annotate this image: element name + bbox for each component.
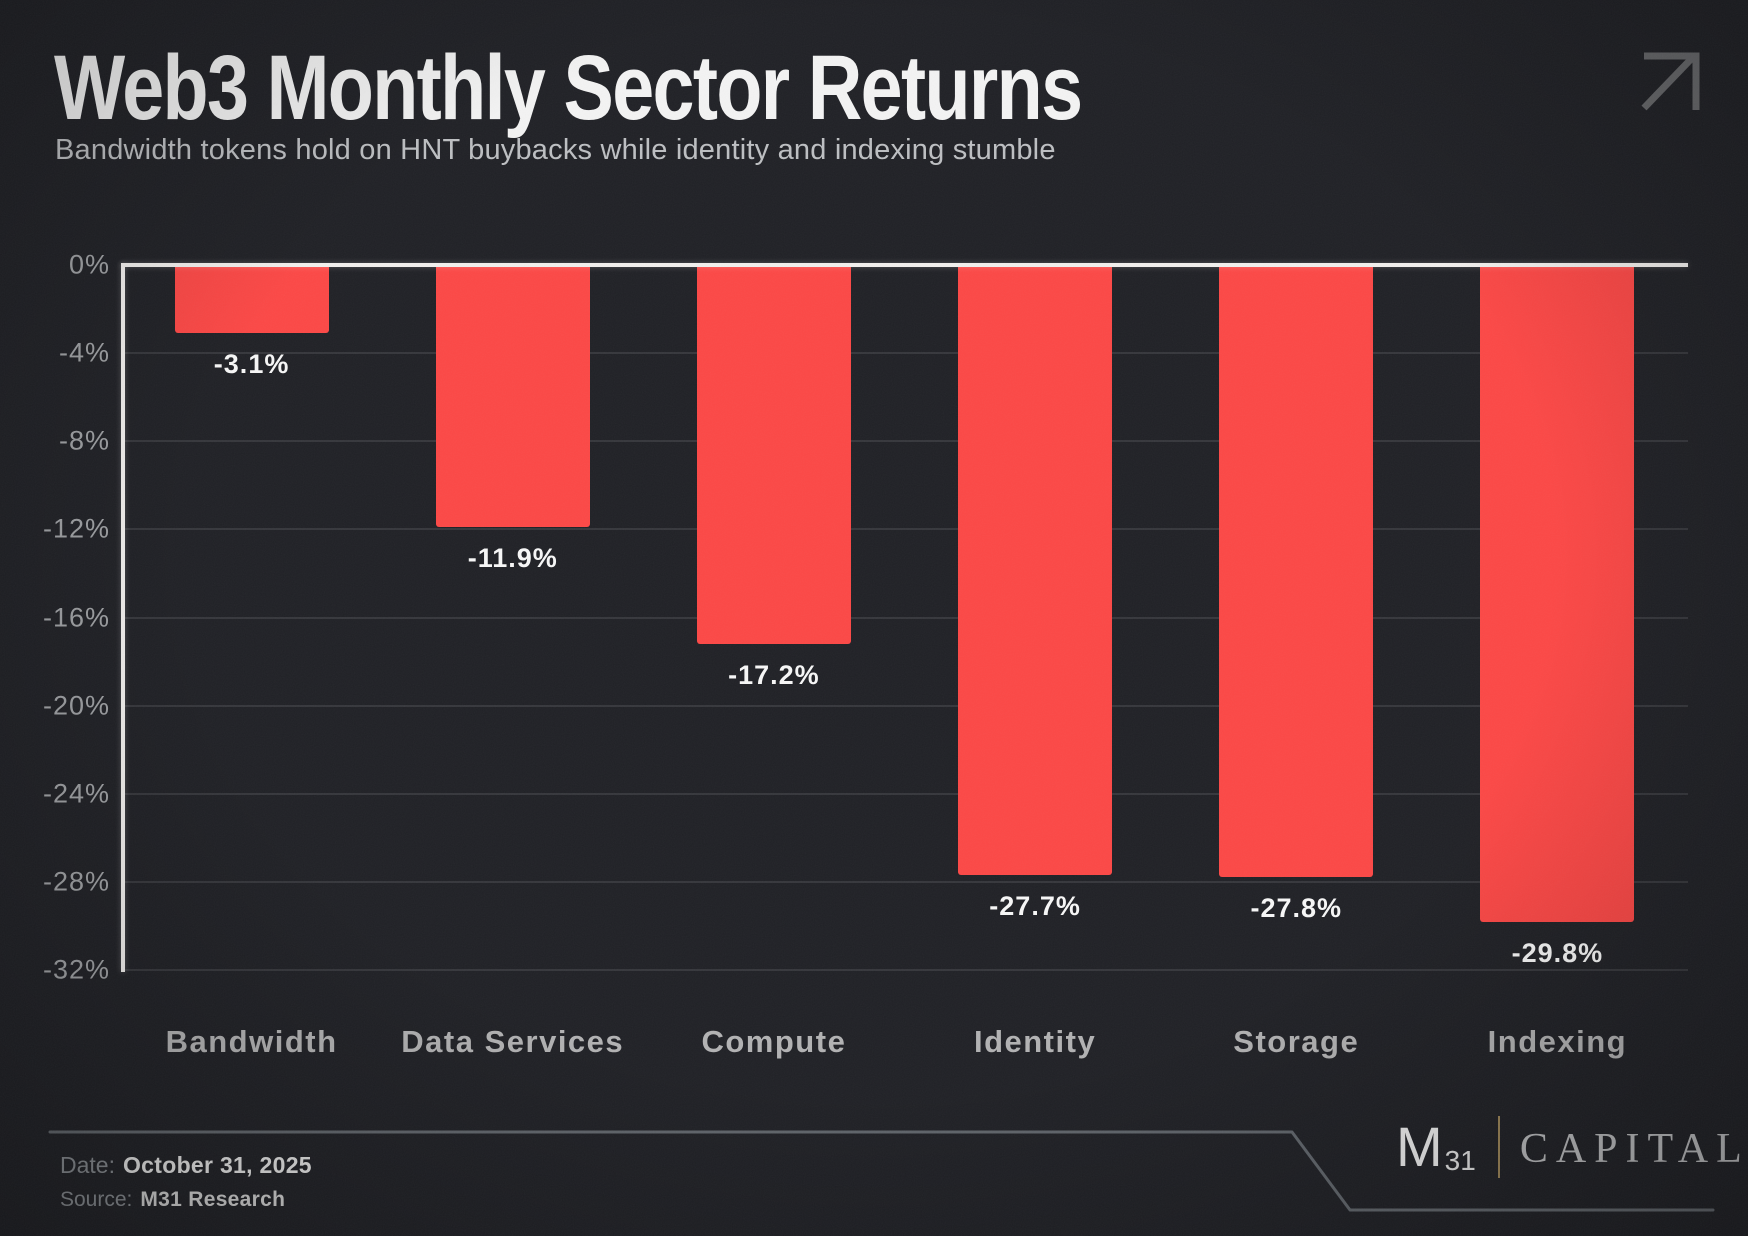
x-category-label-indexing: Indexing bbox=[1487, 1024, 1628, 1059]
bar-value-label: -27.8% bbox=[1250, 893, 1343, 924]
bar-indexing bbox=[1480, 265, 1635, 922]
gridline--4% bbox=[121, 352, 1688, 355]
bar-value-label: -3.1% bbox=[213, 349, 290, 380]
y-axis-line bbox=[121, 263, 125, 972]
bar-value-label: -29.8% bbox=[1511, 937, 1604, 968]
source-row: Source: M31 Research bbox=[60, 1188, 285, 1212]
bar-compute bbox=[696, 265, 851, 644]
bar-bandwidth bbox=[174, 265, 329, 334]
bar-value-label: -27.7% bbox=[989, 891, 1081, 922]
x-category-label-identity: Identity bbox=[973, 1024, 1097, 1059]
m31-capital-logo: M 31 CAPITAL ® bbox=[1396, 1116, 1748, 1178]
date-value: October 31, 2025 bbox=[122, 1152, 312, 1178]
y-tick-label: -12% bbox=[42, 513, 110, 544]
y-tick-label: -32% bbox=[42, 954, 110, 985]
gridline--20% bbox=[121, 704, 1688, 707]
source-label: Source: bbox=[60, 1188, 133, 1211]
gridline--24% bbox=[121, 792, 1688, 795]
logo-subscript: 31 bbox=[1444, 1145, 1476, 1176]
bar-value-label: -11.9% bbox=[467, 543, 558, 574]
y-tick-label: -4% bbox=[58, 337, 110, 368]
x-category-label-bandwidth: Bandwidth bbox=[165, 1024, 338, 1059]
y-tick-label: -20% bbox=[42, 690, 110, 721]
y-tick-label: -24% bbox=[42, 778, 110, 809]
gridline--28% bbox=[121, 880, 1688, 883]
gridline--32% bbox=[121, 969, 1688, 971]
y-tick-label: -16% bbox=[42, 602, 110, 632]
x-category-label-compute: Compute bbox=[701, 1024, 847, 1059]
x-category-label-data-services: Data Services bbox=[401, 1024, 625, 1059]
bar-value-label: -17.2% bbox=[728, 659, 820, 690]
gridline--8% bbox=[121, 440, 1688, 443]
x-category-label-storage: Storage bbox=[1233, 1024, 1360, 1059]
bar-storage bbox=[1219, 265, 1374, 878]
date-label: Date: bbox=[60, 1152, 115, 1178]
date-row: Date: October 31, 2025 bbox=[60, 1152, 312, 1179]
bar-identity bbox=[958, 265, 1113, 876]
gridline--12% bbox=[121, 528, 1688, 531]
logo-divider bbox=[1497, 1116, 1500, 1178]
logo-m: M bbox=[1396, 1115, 1443, 1178]
y-tick-label: 0% bbox=[68, 249, 110, 280]
y-tick-label: -8% bbox=[58, 425, 110, 456]
logo-capital: CAPITAL bbox=[1519, 1126, 1748, 1172]
bar-data-services bbox=[435, 265, 590, 528]
zero-baseline bbox=[121, 263, 1688, 267]
source-value: M31 Research bbox=[140, 1188, 286, 1211]
y-tick-label: -28% bbox=[42, 866, 110, 897]
gridline--16% bbox=[121, 616, 1688, 619]
